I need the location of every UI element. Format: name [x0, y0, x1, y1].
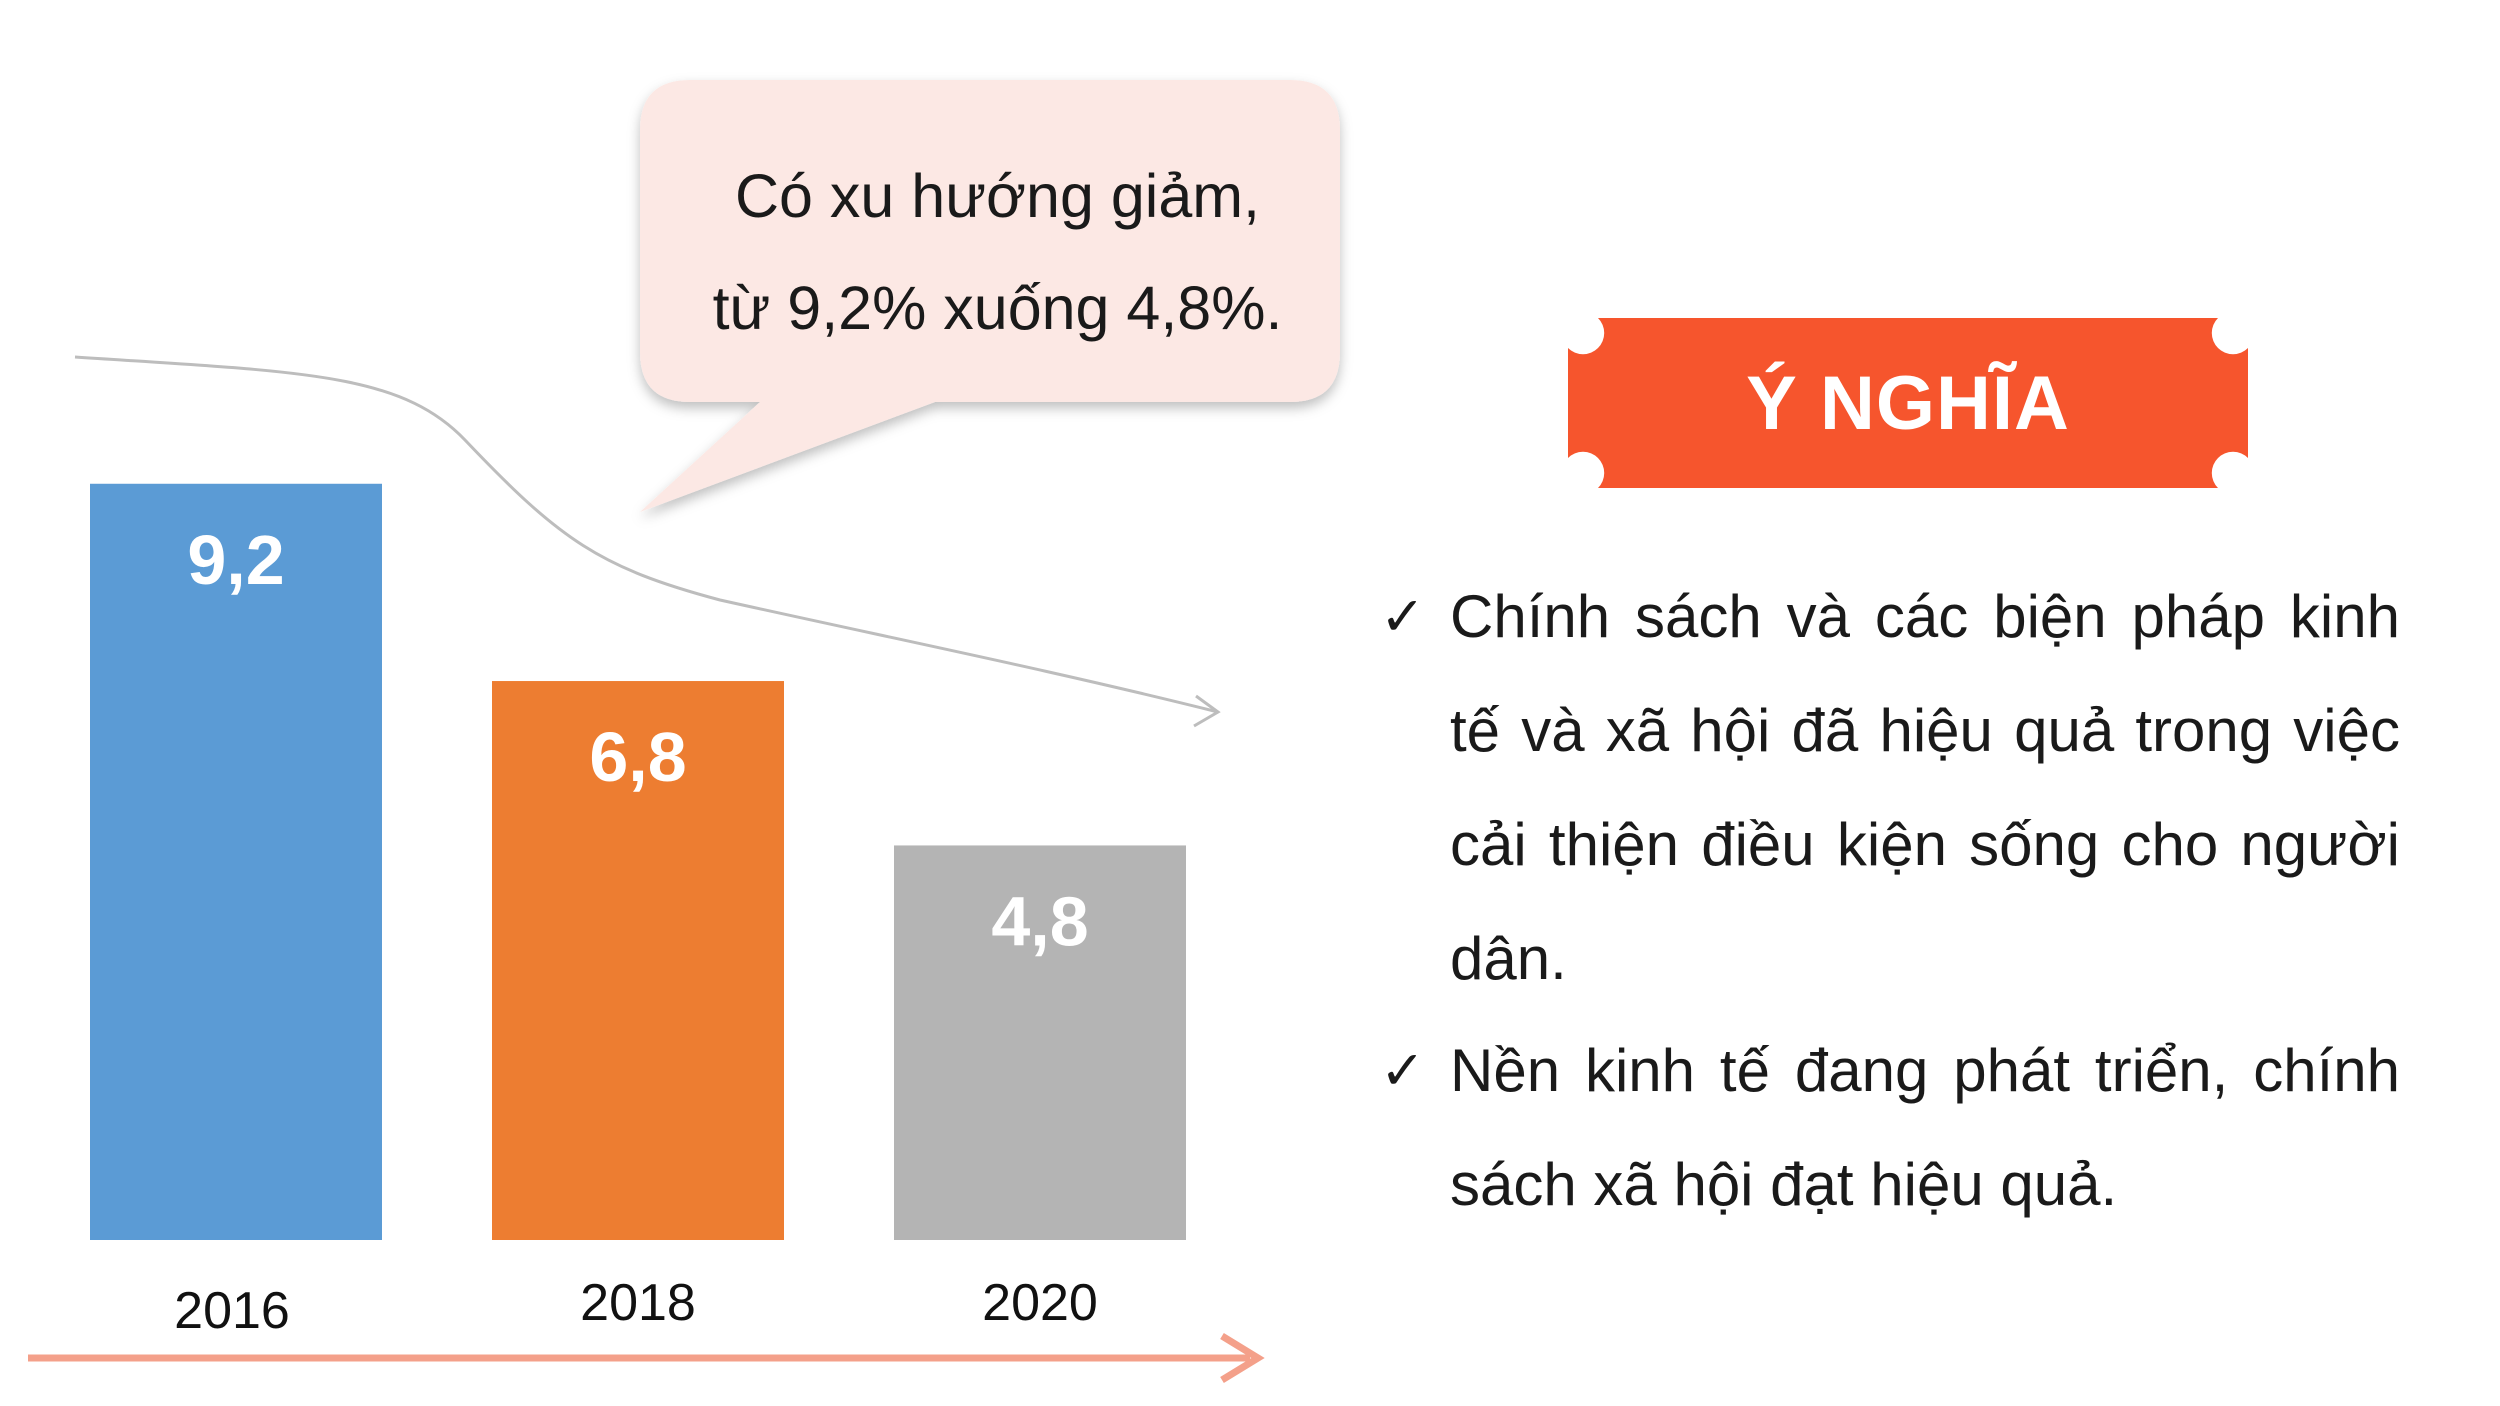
- callout-bubble: [640, 80, 1340, 512]
- x-tick-label: 2018: [580, 1274, 696, 1332]
- bullet-text-1: Chính sách và các biện pháp kinh tế và x…: [1450, 583, 2400, 992]
- bar-value-label: 4,8: [991, 882, 1088, 960]
- trend-curve: [74, 355, 1219, 714]
- callout-text: Có xu hướng giảm, từ 9,2% xuống 4,8%.: [645, 140, 1350, 364]
- check-icon: ✓: [1380, 1039, 1426, 1102]
- bullet-item-2: ✓ Nền kinh tế đang phát triển, chính sác…: [1380, 1014, 2400, 1242]
- bar-2016: [90, 483, 382, 1240]
- bullet-text-2: Nền kinh tế đang phát triển, chính sách …: [1450, 1037, 2400, 1218]
- meaning-title: Ý NGHĨA: [1746, 360, 2070, 446]
- bullet-item-1: ✓ Chính sách và các biện pháp kinh tế và…: [1380, 560, 2400, 1016]
- bar-2018: [492, 681, 784, 1240]
- timeline-arrowhead: [1220, 1333, 1265, 1383]
- callout-line-2: từ 9,2% xuống 4,8%.: [712, 274, 1283, 342]
- meaning-banner: Ý NGHĨA: [1568, 318, 2248, 488]
- bar-2020: [894, 845, 1186, 1240]
- bar-value-label: 6,8: [589, 718, 686, 796]
- check-icon: ✓: [1380, 585, 1426, 648]
- bar-value-label: 9,2: [187, 521, 284, 599]
- x-tick-label: 2016: [174, 1282, 290, 1340]
- trend-arrowhead: [1193, 694, 1221, 728]
- x-tick-label: 2020: [982, 1274, 1098, 1332]
- callout-line-1: Có xu hướng giảm,: [734, 162, 1261, 230]
